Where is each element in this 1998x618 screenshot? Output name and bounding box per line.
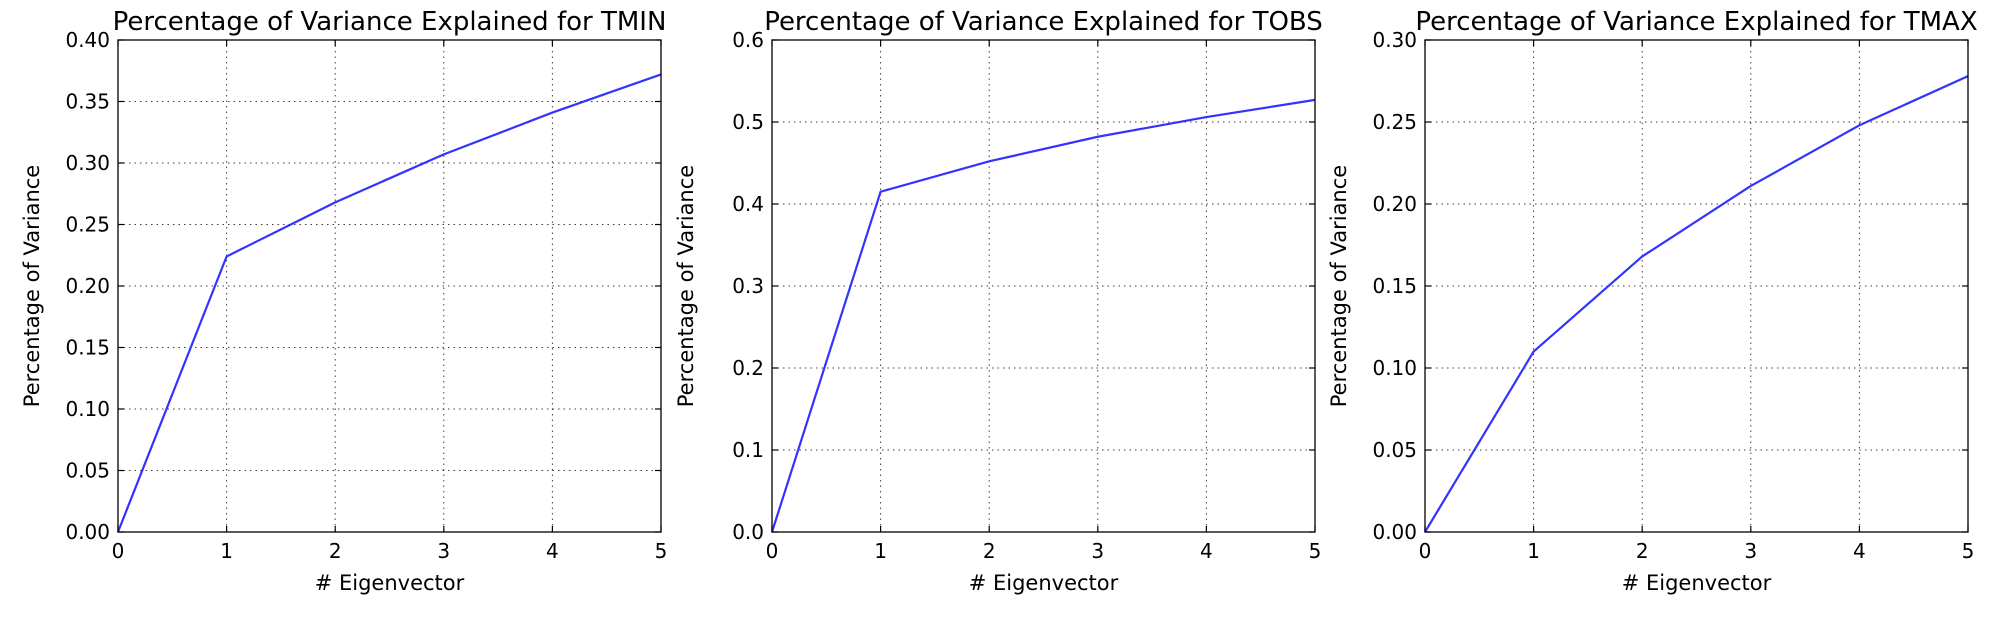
x-axis-label: # Eigenvector [1622, 571, 1772, 595]
x-tick-label: 2 [1636, 539, 1649, 563]
y-tick-label: 0.05 [65, 459, 110, 483]
y-tick-label: 0.25 [1372, 110, 1417, 134]
series-line-1 [116, 73, 662, 533]
chart-title: Percentage of Variance Explained for TMI… [113, 7, 667, 37]
y-tick-label: 0.35 [65, 90, 110, 114]
x-tick-label: 1 [1527, 539, 1540, 563]
y-tick-label: 0.2 [732, 356, 764, 380]
x-tick-label: 4 [1200, 539, 1213, 563]
x-tick-label: 3 [437, 539, 450, 563]
x-tick-label: 3 [1091, 539, 1104, 563]
y-tick-label: 0.15 [1372, 274, 1417, 298]
x-tick-label: 0 [766, 539, 779, 563]
y-tick-label: 0.0 [732, 520, 764, 544]
y-tick-label: 0.30 [1372, 28, 1417, 52]
y-tick-label: 0.25 [65, 213, 110, 237]
axes-frame [1424, 39, 1969, 533]
chart-panel-2: 0.0 0.1 0.2 0.3 0.4 0.5 0.6 0 1 2 3 4 5 Percentage of… [674, 7, 1323, 595]
x-tick-label: 4 [546, 539, 559, 563]
x-tick-label: 2 [983, 539, 996, 563]
x-tick-label: 5 [1962, 539, 1975, 563]
series-line-1 [1424, 75, 1969, 533]
y-tick-label: 0.15 [65, 336, 110, 360]
axes-frame [771, 39, 1316, 533]
x-tick-label: 4 [1853, 539, 1866, 563]
y-tick-label: 0.20 [65, 274, 110, 298]
x-tick-label: 0 [1419, 539, 1432, 563]
y-tick-label: 0.6 [732, 28, 764, 52]
chart-title: Percentage of Variance Explained for TMA… [1415, 7, 1977, 37]
x-axis-label: # Eigenvector [315, 571, 465, 595]
y-tick-label: 0.10 [65, 397, 110, 421]
y-tick-label: 0.40 [65, 28, 110, 52]
y-axis-label: Percentage of Variance [1327, 165, 1351, 407]
y-tick-label: 0.10 [1372, 356, 1417, 380]
y-tick-label: 0.05 [1372, 438, 1417, 462]
y-tick-label: 0.3 [732, 274, 764, 298]
x-tick-label: 3 [1744, 539, 1757, 563]
y-axis-label: Percentage of Variance [20, 165, 44, 407]
x-tick-label: 0 [112, 539, 125, 563]
y-axis-label: Percentage of Variance [674, 165, 698, 407]
x-tick-label: 2 [329, 539, 342, 563]
x-tick-label: 5 [1309, 539, 1322, 563]
y-tick-label: 0.30 [65, 151, 110, 175]
y-tick-label: 0.1 [732, 438, 764, 462]
x-tick-label: 1 [220, 539, 233, 563]
axes-frame [117, 39, 662, 533]
x-tick-label: 1 [874, 539, 887, 563]
chart-panel-3: 0.00 0.05 0.10 0.15 0.20 0.25 0.30 0 1 2 3 4 5 Percen… [1327, 7, 1978, 595]
y-tick-label: 0.20 [1372, 192, 1417, 216]
y-tick-label: 0.00 [1372, 520, 1417, 544]
y-tick-label: 0.00 [65, 520, 110, 544]
y-tick-label: 0.4 [732, 192, 764, 216]
y-tick-label: 0.5 [732, 110, 764, 134]
x-axis-label: # Eigenvector [969, 571, 1119, 595]
chart-panel-1: 0.00 0.05 0.10 0.15 0.20 0.25 0.30 0.35 0.40 0 1 2 3… [20, 7, 667, 595]
x-tick-label: 5 [655, 539, 668, 563]
chart-title: Percentage of Variance Explained for TOB… [764, 7, 1323, 37]
series-line-1 [770, 98, 1316, 533]
